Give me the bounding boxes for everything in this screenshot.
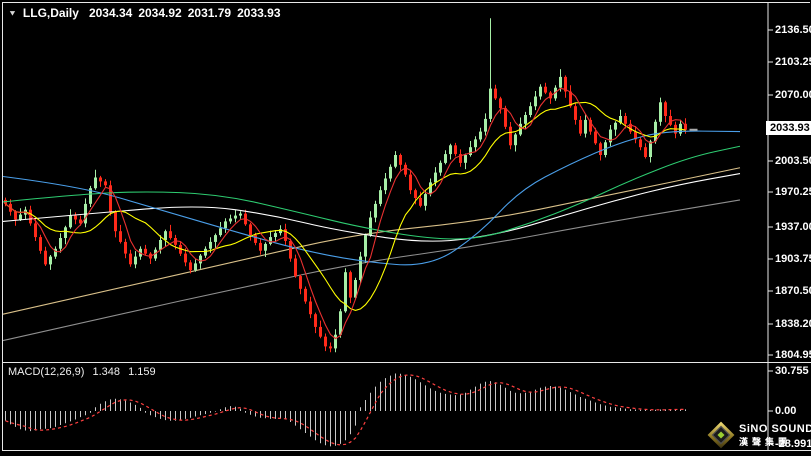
- price-axis-label: 1970.25: [775, 186, 811, 198]
- broker-logo: SiNO SOUND 漢聲集團: [707, 418, 811, 452]
- logo-text-line1: SiNO SOUND: [739, 422, 811, 435]
- ohlc-high: 2034.92: [138, 6, 182, 20]
- ohlc-open: 2034.34: [88, 6, 133, 20]
- macd-signal-line: [5, 374, 686, 446]
- window-border-left: [2, 2, 3, 451]
- macd-axis-label: 30.755: [775, 365, 809, 377]
- candles-layer: [4, 18, 687, 353]
- price-axis-label: 2103.25: [775, 56, 811, 68]
- ohlc-close: 2033.93: [237, 6, 281, 20]
- macd-signal-value: 1.159: [128, 366, 156, 378]
- price-axis-label: 1870.50: [775, 285, 811, 297]
- dropdown-triangle-icon[interactable]: ▼: [8, 8, 17, 18]
- macd-histogram: [5, 373, 686, 447]
- chart-title: ▼ LLG,Daily 2034.34 2034.92 2031.79 2033…: [8, 6, 281, 20]
- logo-diamond-icon: [707, 421, 735, 449]
- symbol-period-label: LLG,Daily: [22, 6, 79, 20]
- macd-name: MACD(12,26,9): [8, 366, 85, 378]
- price-axis-label: 1838.20: [775, 318, 811, 330]
- window-border-bottom: [2, 450, 811, 451]
- price-axis-label: 2003.50: [775, 155, 811, 167]
- price-axis-label: 1804.95: [775, 349, 811, 361]
- logo-text-line2: 漢聲集團: [739, 436, 792, 447]
- ma-lines-slow: [2, 130, 741, 266]
- macd-indicator-label: MACD(12,26,9) 1.348 1.159: [8, 366, 161, 378]
- price-axis-label: 2070.00: [775, 89, 811, 101]
- current-price-tag: 2033.93: [766, 121, 811, 135]
- pane-separator: [2, 362, 811, 363]
- macd-axis-label: 0.00: [775, 405, 797, 417]
- macd-axis-label: -28.991: [775, 438, 811, 450]
- axis-ticks: [768, 29, 773, 445]
- window-border-top: [2, 2, 810, 3]
- price-axis-label: 2136.50: [775, 24, 811, 36]
- ma-lines-long: [2, 167, 741, 342]
- macd-main-value: 1.348: [92, 366, 121, 378]
- ma-lines-fast: [5, 87, 686, 340]
- price-axis-label: 1903.75: [775, 253, 811, 265]
- ohlc-low: 2031.79: [187, 6, 232, 20]
- price-axis-label: 1937.00: [775, 221, 811, 233]
